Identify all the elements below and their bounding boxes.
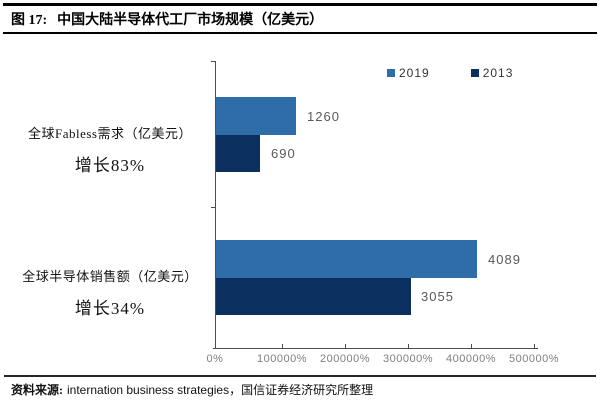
category-growth: 增长34% xyxy=(74,299,146,318)
x-axis-tick xyxy=(471,344,472,349)
category-label-semiconductor: 全球半导体销售额（亿美元） 增长34% xyxy=(12,266,208,319)
bar-semiconductor-2013 xyxy=(216,278,411,315)
y-axis-tick xyxy=(211,61,216,62)
figure-number: 图 17: xyxy=(11,13,48,28)
legend-item-2019: 2019 xyxy=(387,66,430,80)
x-axis-tick xyxy=(345,344,346,349)
bar-semiconductor-2019 xyxy=(216,240,477,278)
legend-swatch-2019-icon xyxy=(387,69,395,77)
value-label-fabless-2013: 690 xyxy=(271,146,296,161)
category-growth: 增长83% xyxy=(74,156,146,175)
source-value: internation business strategies，国信证券经济研究… xyxy=(67,383,374,397)
y-axis-line xyxy=(215,61,216,349)
figure-title-bar: 图 17: 中国大陆半导体代工厂市场规模（亿美元） xyxy=(3,3,597,34)
x-tick-label-4: 400000% xyxy=(446,353,496,365)
value-label-semiconductor-2013: 3055 xyxy=(421,289,454,304)
chart-legend: 2019 2013 xyxy=(387,66,513,80)
x-tick-label-3: 300000% xyxy=(383,353,433,365)
x-tick-label-2: 200000% xyxy=(320,353,370,365)
bar-fabless-2013 xyxy=(216,135,260,172)
source-line: 资料来源: internation business strategies，国信证… xyxy=(11,381,373,398)
x-axis-tick xyxy=(534,344,535,349)
legend-label-2019: 2019 xyxy=(399,66,430,80)
y-axis-tick xyxy=(211,207,216,208)
figure-title: 中国大陆半导体代工厂市场规模（亿美元） xyxy=(57,13,324,28)
value-label-semiconductor-2019: 4089 xyxy=(488,252,521,267)
x-tick-label-5: 500000% xyxy=(509,353,559,365)
legend-label-2013: 2013 xyxy=(482,66,514,80)
x-axis-tick xyxy=(215,344,216,349)
legend-swatch-2013-icon xyxy=(470,69,479,77)
x-tick-label-1: 100000% xyxy=(257,353,307,365)
x-axis-tick xyxy=(282,344,283,349)
category-name: 全球半导体销售额（亿美元） xyxy=(22,269,198,284)
category-label-fabless: 全球Fabless需求（亿美元） 增长83% xyxy=(12,123,208,176)
value-label-fabless-2019: 1260 xyxy=(307,109,340,124)
legend-item-2013: 2013 xyxy=(470,66,514,80)
x-axis-line xyxy=(213,348,538,349)
footer-divider xyxy=(4,375,596,377)
category-name: 全球Fabless需求（亿美元） xyxy=(27,126,192,141)
bar-fabless-2019 xyxy=(216,97,296,135)
source-label: 资料来源: xyxy=(11,383,63,397)
x-tick-label-0: 0% xyxy=(206,353,224,365)
x-axis-tick xyxy=(408,344,409,349)
